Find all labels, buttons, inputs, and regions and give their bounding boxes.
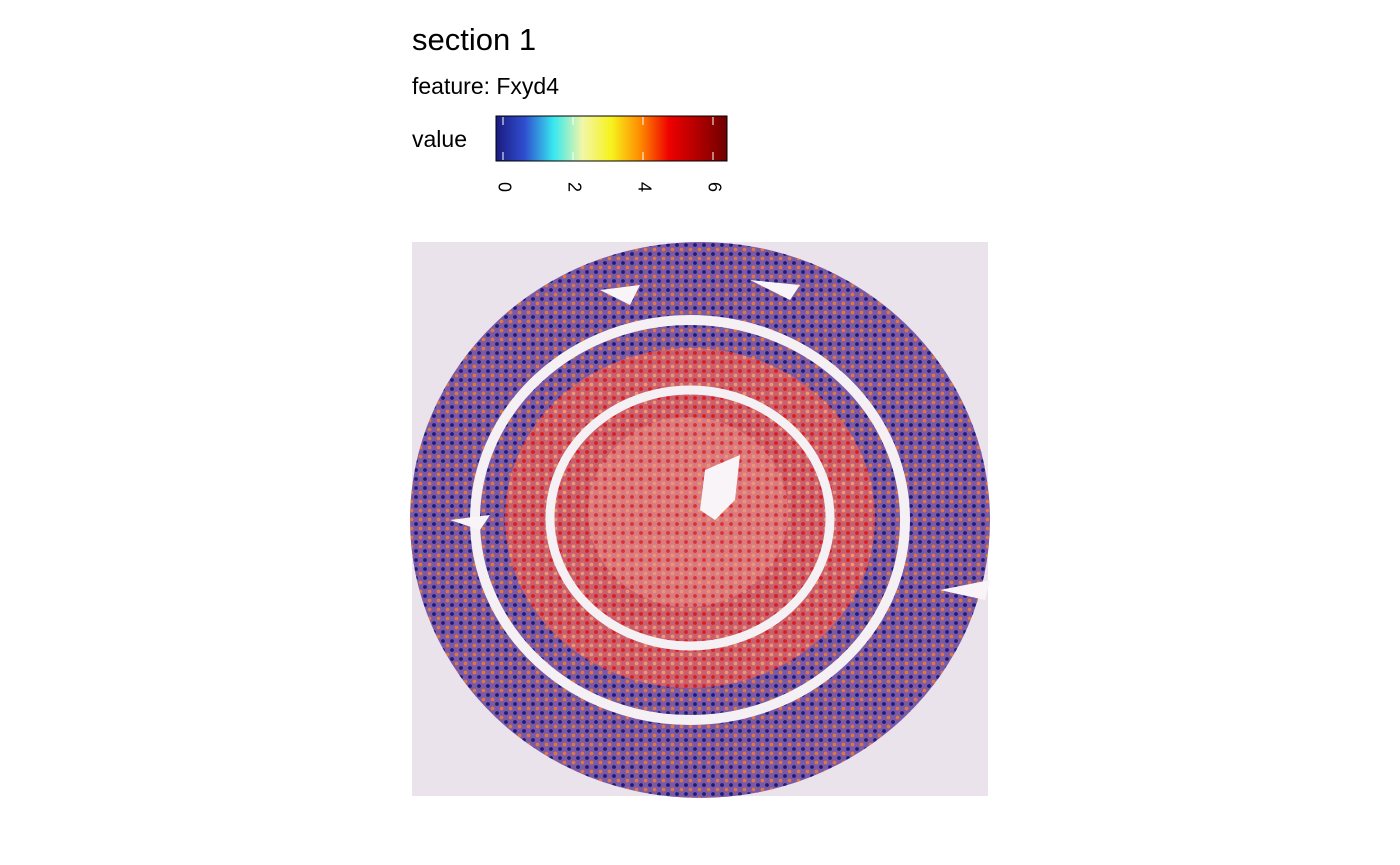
colorbar-tick-label: 4 bbox=[634, 182, 654, 192]
tissue-image bbox=[410, 242, 990, 798]
colorbar-tick-label: 2 bbox=[564, 182, 584, 192]
colorbar-tick-label: 0 bbox=[494, 182, 514, 192]
chart-title: section 1 bbox=[412, 22, 536, 57]
colorbar-tick-label: 6 bbox=[704, 182, 724, 192]
colorbar bbox=[495, 115, 728, 162]
subtitle: feature: Fxyd4 bbox=[412, 73, 559, 99]
legend-title: value bbox=[412, 126, 467, 152]
